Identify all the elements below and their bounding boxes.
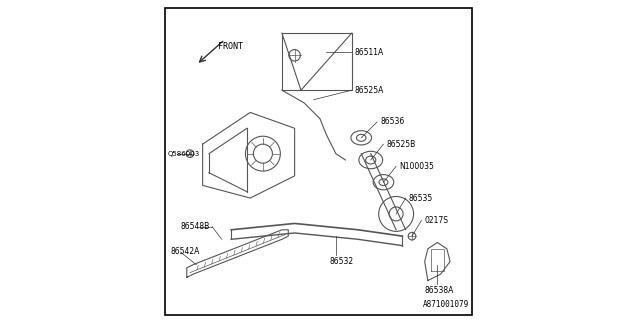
Text: A871001079: A871001079 bbox=[423, 300, 469, 309]
Text: 86535: 86535 bbox=[409, 194, 433, 203]
Text: Q586003: Q586003 bbox=[168, 151, 200, 157]
Ellipse shape bbox=[379, 179, 388, 186]
Text: 0217S: 0217S bbox=[425, 216, 449, 225]
Circle shape bbox=[253, 144, 273, 163]
Ellipse shape bbox=[351, 131, 372, 145]
Circle shape bbox=[289, 50, 300, 61]
Circle shape bbox=[389, 207, 403, 221]
Text: 86525A: 86525A bbox=[355, 86, 384, 95]
Circle shape bbox=[379, 196, 413, 231]
Text: 86548B: 86548B bbox=[180, 222, 210, 231]
Circle shape bbox=[408, 232, 416, 240]
Ellipse shape bbox=[359, 151, 383, 169]
Ellipse shape bbox=[365, 156, 376, 164]
Text: 86542A: 86542A bbox=[171, 247, 200, 257]
Ellipse shape bbox=[373, 175, 394, 190]
Text: FRONT: FRONT bbox=[218, 42, 243, 51]
Text: 86511A: 86511A bbox=[355, 48, 384, 57]
Text: 86538A: 86538A bbox=[425, 285, 454, 295]
Circle shape bbox=[246, 136, 280, 171]
Text: 86532: 86532 bbox=[330, 257, 354, 266]
Ellipse shape bbox=[356, 134, 366, 141]
FancyBboxPatch shape bbox=[164, 8, 472, 316]
Text: N100035: N100035 bbox=[399, 162, 434, 171]
Circle shape bbox=[186, 150, 194, 157]
Text: 86536: 86536 bbox=[380, 117, 404, 126]
Text: 86525B: 86525B bbox=[387, 140, 416, 148]
